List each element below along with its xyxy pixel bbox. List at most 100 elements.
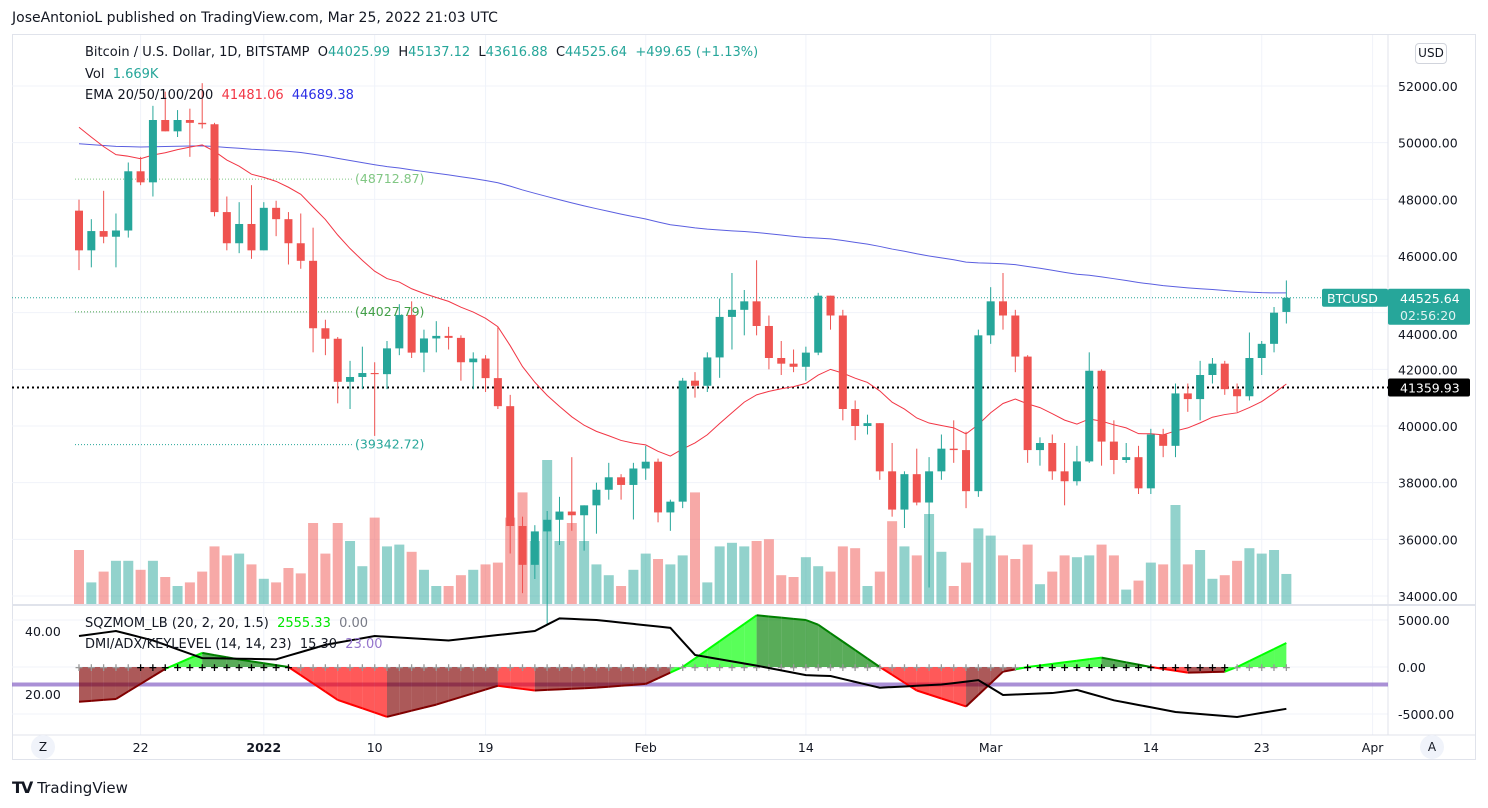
volume-bar — [271, 582, 282, 604]
candle-body — [1159, 434, 1168, 446]
squeeze-dot: + — [567, 661, 576, 674]
squeeze-dot: + — [543, 661, 552, 674]
squeeze-dot: + — [998, 661, 1007, 674]
currency-button[interactable]: USD — [1415, 43, 1447, 64]
candle-body — [370, 373, 379, 375]
volume-bar — [1010, 559, 1021, 604]
candle-body — [383, 348, 391, 375]
momentum-line — [781, 616, 794, 620]
high-label: H — [398, 45, 409, 60]
volume-bar — [184, 582, 195, 604]
squeeze-dot: + — [124, 661, 133, 674]
momentum-line — [423, 703, 437, 709]
volume-bar — [468, 569, 479, 604]
momentum-line — [497, 684, 511, 689]
momentum-area — [584, 667, 597, 689]
time-tick-label: Feb — [635, 740, 657, 755]
candle-body — [198, 122, 207, 125]
volume-bar — [640, 553, 651, 604]
momentum-line — [1113, 658, 1127, 664]
volume-bar — [813, 566, 824, 604]
volume-bar — [726, 542, 737, 604]
squeeze-dot: + — [173, 661, 182, 674]
squeeze-dot: + — [530, 661, 539, 674]
volume-bar — [221, 555, 232, 604]
squeeze-dot: + — [493, 661, 502, 674]
momentum-line — [312, 682, 326, 693]
squeeze-dot: + — [961, 661, 970, 674]
volume-bar — [1059, 555, 1070, 604]
volume-bar — [763, 539, 774, 604]
squeeze-dot: + — [789, 661, 798, 674]
momentum-line — [879, 666, 893, 676]
tradingview-logo[interactable]: TV TradingView — [12, 778, 128, 797]
ema-label: EMA 20/50/100/200 — [85, 88, 214, 103]
auto-scale-button[interactable]: A — [1420, 735, 1444, 759]
momentum-line — [140, 675, 154, 685]
candle-body — [789, 363, 798, 367]
open-label: O — [317, 45, 329, 60]
volume-bar — [554, 541, 565, 604]
momentum-line — [127, 683, 142, 693]
candle-body — [555, 511, 564, 520]
momentum-line — [1138, 663, 1152, 668]
momentum-line — [731, 623, 745, 634]
volume-bar — [197, 571, 208, 604]
volume-bar — [739, 546, 750, 604]
candle-body — [949, 448, 958, 451]
squeeze-dot: + — [1232, 661, 1241, 674]
candle-body — [912, 474, 921, 503]
squeeze-dot: + — [1208, 661, 1217, 674]
momentum-area — [1187, 667, 1201, 673]
candle-body — [407, 314, 416, 353]
volume-bar — [1096, 544, 1107, 604]
momentum-area — [818, 624, 831, 667]
candle-body — [1060, 471, 1069, 482]
candle-body — [124, 171, 133, 231]
squeeze-dot: + — [1122, 661, 1131, 674]
volume-bar — [1281, 573, 1292, 604]
candle-body — [419, 338, 428, 353]
dmi-legend: DMI/ADX/KEYLEVEL (14, 14, 23) 15.30 23.0… — [85, 637, 383, 652]
symbol-tag-label: BTCUSD — [1327, 291, 1378, 306]
candle-body — [1035, 443, 1044, 451]
ema200-value: 44689.38 — [291, 88, 354, 103]
momentum-line — [287, 666, 302, 677]
volume-bar — [961, 562, 972, 604]
momentum-line — [571, 687, 585, 690]
volume-bar — [394, 544, 405, 604]
candle-body — [1146, 434, 1155, 489]
momentum-line — [1101, 656, 1115, 661]
candle-body — [346, 376, 355, 382]
volume-bar — [800, 557, 811, 604]
squeeze-dot: + — [87, 661, 96, 674]
momentum-area — [793, 618, 806, 667]
price-tick-label: 34000.00 — [1398, 589, 1458, 604]
squeeze-dot: + — [727, 661, 736, 674]
momentum-area — [387, 667, 400, 717]
ema200-line — [78, 143, 1287, 294]
squeeze-dot: + — [247, 661, 256, 674]
candle-body — [740, 301, 749, 310]
candle-body — [925, 471, 934, 503]
squeeze-dot: + — [629, 661, 638, 674]
momentum-line — [263, 662, 277, 667]
momentum-area — [460, 667, 474, 698]
candle-body — [851, 409, 860, 426]
volume-bar — [1108, 555, 1119, 604]
candle-body — [161, 120, 170, 132]
z-button[interactable]: Z — [31, 735, 55, 759]
squeeze-dot: + — [863, 661, 872, 674]
squeeze-dot: + — [826, 661, 835, 674]
momentum-area — [571, 667, 585, 689]
volume-bar — [948, 586, 959, 604]
momentum-line — [756, 614, 770, 618]
squeeze-dot: + — [161, 661, 170, 674]
squeeze-dot: + — [1245, 661, 1254, 674]
volume-bar — [1269, 550, 1280, 604]
candle-body — [678, 380, 687, 502]
momentum-line — [362, 707, 376, 714]
squeeze-dot: + — [358, 661, 367, 674]
candle-body — [185, 120, 194, 123]
